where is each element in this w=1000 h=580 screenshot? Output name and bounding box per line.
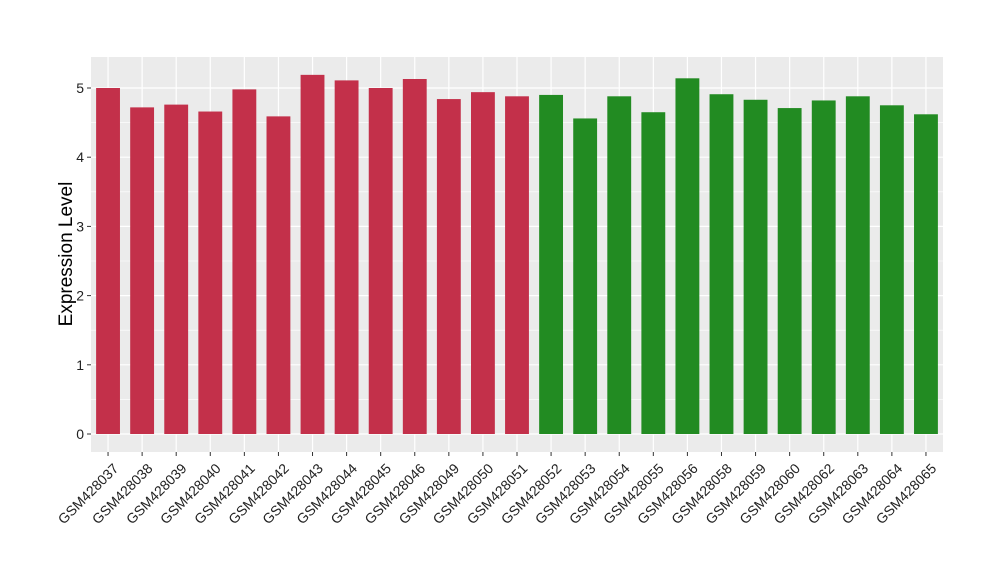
bar-GSM428062 — [811, 100, 836, 435]
bar-GSM428039 — [164, 104, 189, 434]
bar-GSM428049 — [436, 99, 461, 435]
bar-GSM428053 — [573, 118, 598, 434]
bar-GSM428065 — [914, 114, 938, 435]
bar-GSM428038 — [130, 107, 155, 434]
bar-GSM428058 — [709, 94, 734, 434]
y-axis-title: Expression Level — [56, 182, 77, 327]
y-tick-label: 0 — [76, 426, 84, 442]
bar-GSM428041 — [232, 89, 257, 434]
bar-GSM428054 — [607, 96, 632, 434]
bar-GSM428037 — [96, 88, 120, 434]
y-tick-label: 4 — [76, 149, 84, 165]
bar-GSM428040 — [198, 111, 223, 434]
bar-GSM428063 — [845, 96, 870, 434]
bar-GSM428043 — [300, 74, 325, 435]
bar-GSM428045 — [368, 88, 393, 434]
bar-GSM428056 — [675, 78, 700, 434]
y-tick-label: 3 — [76, 218, 84, 234]
y-tick-label: 1 — [76, 357, 84, 373]
y-axis: 0 1 2 3 4 5 — [76, 80, 91, 442]
bar-GSM428051 — [505, 96, 529, 434]
bar-GSM428044 — [334, 80, 359, 434]
bar-GSM428055 — [641, 112, 666, 434]
bar-GSM428060 — [777, 108, 802, 435]
bar-series — [96, 74, 938, 435]
bar-GSM428059 — [743, 99, 768, 434]
bar-GSM428052 — [539, 94, 564, 435]
x-axis: GSM428037GSM428038GSM428039GSM428040GSM4… — [55, 452, 940, 527]
bar-GSM428046 — [402, 79, 427, 434]
bar-GSM428050 — [470, 92, 495, 434]
bar-GSM428042 — [266, 116, 291, 434]
y-tick-label: 5 — [76, 80, 84, 96]
y-tick-label: 2 — [76, 288, 84, 304]
bar-GSM428064 — [879, 105, 904, 435]
